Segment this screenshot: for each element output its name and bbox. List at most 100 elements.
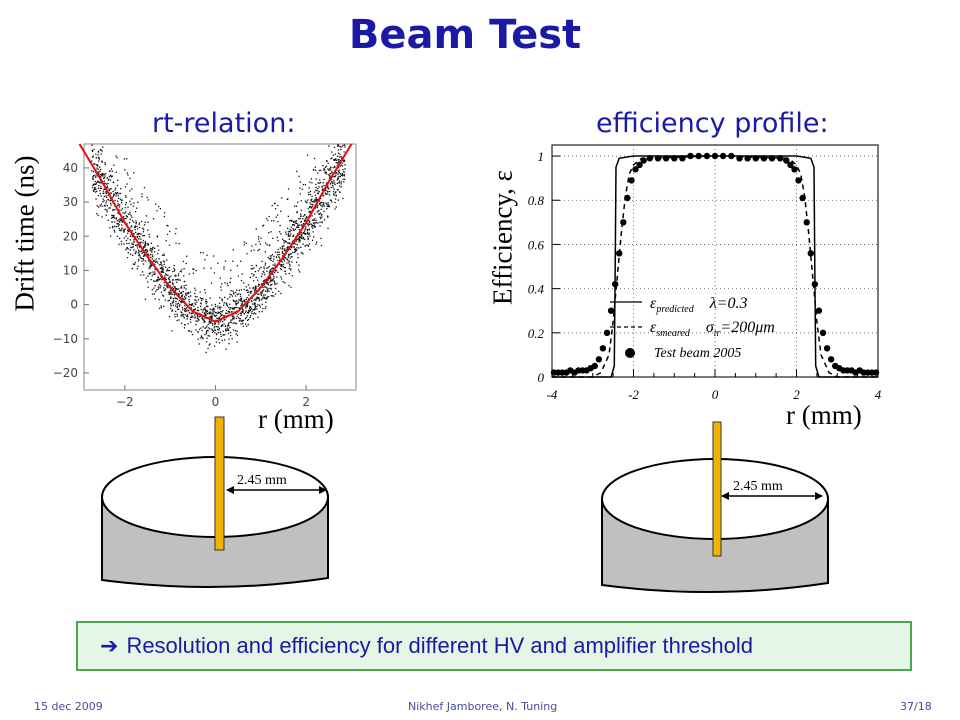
scatter-point: [239, 300, 241, 302]
scatter-point: [333, 159, 336, 161]
scatter-point: [290, 286, 292, 288]
scatter-point: [340, 156, 342, 158]
scatter-point: [268, 272, 271, 274]
scatter-point: [336, 172, 338, 174]
scatter-point: [121, 202, 123, 204]
scatter-point: [152, 247, 154, 249]
scatter-point: [168, 299, 170, 302]
scatter-point: [342, 178, 344, 180]
scatter-point: [298, 264, 300, 266]
scatter-point: [338, 170, 340, 173]
scatter-point: [175, 228, 177, 230]
scatter-point: [274, 251, 277, 253]
scatter-point: [312, 204, 314, 206]
scatter-point: [306, 223, 309, 225]
scatter-point: [334, 166, 336, 168]
scatter-point: [182, 260, 185, 263]
scatter-point: [133, 240, 135, 242]
scatter-point: [127, 230, 129, 232]
scatter-point: [175, 301, 177, 303]
scatter-point: [190, 295, 192, 297]
scatter-point: [110, 202, 112, 204]
scatter-point: [105, 195, 107, 197]
scatter-point: [121, 224, 123, 226]
scatter-point: [276, 236, 278, 238]
scatter-point: [329, 183, 332, 185]
scatter-point: [256, 305, 258, 308]
scatter-point: [327, 202, 329, 204]
scatter-point: [118, 220, 120, 223]
scatter-point: [224, 334, 226, 336]
scatter-point: [173, 293, 175, 295]
scatter-point: [268, 287, 270, 290]
scatter-point: [332, 193, 335, 195]
scatter-point: [311, 201, 313, 203]
scatter-point: [240, 320, 242, 322]
scatter-point: [291, 256, 293, 258]
scatter-point: [338, 161, 340, 163]
scatter-point: [130, 246, 133, 249]
scatter-point: [287, 242, 289, 244]
scatter-point: [284, 250, 286, 252]
scatter-point: [291, 220, 293, 222]
scatter-point: [235, 317, 237, 319]
scatter-point: [166, 270, 168, 272]
scatter-point: [272, 237, 274, 239]
scatter-point: [150, 278, 152, 281]
scatter-point: [156, 235, 158, 237]
scatter-point: [158, 205, 160, 208]
scatter-point: [311, 226, 313, 228]
test-beam-point: [612, 281, 619, 288]
scatter-point: [203, 321, 205, 323]
scatter-point: [255, 285, 257, 288]
scatter-point: [273, 255, 275, 258]
scatter-point: [200, 303, 202, 305]
scatter-point: [278, 251, 280, 253]
scatter-point: [292, 229, 295, 231]
scatter-point: [264, 294, 266, 296]
scatter-point: [263, 224, 265, 226]
scatter-point: [204, 307, 206, 309]
scatter-point: [121, 227, 123, 229]
scatter-point: [329, 167, 331, 170]
scatter-point: [175, 297, 177, 300]
scatter-point: [315, 169, 317, 171]
scatter-point: [94, 187, 96, 189]
scatter-point: [324, 171, 326, 173]
scatter-point: [235, 303, 237, 305]
scatter-point: [326, 205, 329, 207]
scatter-point: [328, 174, 330, 176]
scatter-point: [136, 207, 138, 209]
scatter-point: [332, 190, 335, 193]
scatter-point: [270, 255, 272, 257]
scatter-point: [223, 319, 225, 321]
scatter-point: [174, 274, 176, 277]
scatter-point: [308, 211, 310, 213]
rt-ytick-label: 40: [63, 161, 78, 175]
scatter-point: [313, 224, 316, 226]
scatter-point: [171, 293, 173, 295]
scatter-point: [260, 294, 262, 297]
scatter-point: [165, 278, 167, 280]
scatter-point: [245, 316, 248, 319]
scatter-point: [275, 270, 277, 272]
scatter-point: [337, 144, 340, 146]
scatter-point: [147, 243, 150, 245]
scatter-point: [272, 267, 274, 269]
test-beam-point: [607, 307, 615, 314]
test-beam-point: [636, 161, 643, 169]
scatter-point: [150, 263, 152, 265]
scatter-point: [247, 311, 249, 314]
rt-ytick-label: 10: [63, 263, 78, 277]
scatter-point: [120, 230, 122, 232]
scatter-point: [244, 318, 247, 320]
scatter-point: [98, 156, 100, 158]
scatter-point: [290, 246, 293, 249]
scatter-point: [200, 299, 203, 302]
scatter-point: [196, 301, 198, 303]
scatter-point: [295, 228, 297, 230]
scatter-point: [102, 174, 104, 176]
scatter-point: [118, 243, 120, 245]
scatter-point: [218, 329, 220, 331]
scatter-point: [242, 311, 244, 313]
